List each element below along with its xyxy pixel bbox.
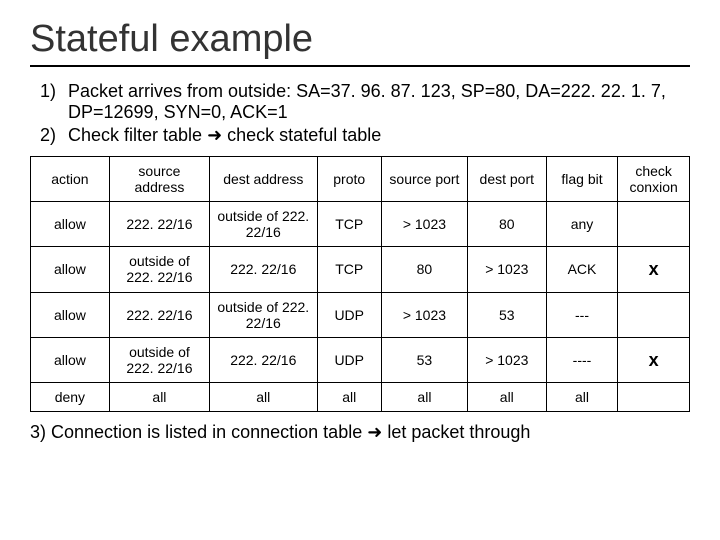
- th-dest-address: dest address: [210, 157, 317, 202]
- cell-daddr: outside of 222. 22/16: [210, 292, 317, 337]
- cell-saddr: 222. 22/16: [109, 202, 209, 247]
- filter-table: action source address dest address proto…: [30, 156, 690, 412]
- slide-title: Stateful example: [30, 18, 690, 61]
- cell-daddr: outside of 222. 22/16: [210, 202, 317, 247]
- cell-sport: 80: [381, 247, 467, 292]
- th-flag-bit: flag bit: [546, 157, 618, 202]
- table-header-row: action source address dest address proto…: [31, 157, 690, 202]
- cell-flag: any: [546, 202, 618, 247]
- cell-flag: ACK: [546, 247, 618, 292]
- cell-check: [618, 202, 690, 247]
- cell-daddr: all: [210, 382, 317, 411]
- cell-check: [618, 382, 690, 411]
- cell-flag: all: [546, 382, 618, 411]
- footer-text: 3) Connection is listed in connection ta…: [30, 422, 690, 443]
- cell-action: allow: [31, 202, 110, 247]
- footer-pre: Connection is listed in connection table: [46, 422, 367, 442]
- cell-action: allow: [31, 247, 110, 292]
- th-proto: proto: [317, 157, 381, 202]
- list-text-post: check stateful table: [222, 125, 381, 145]
- cell-proto: all: [317, 382, 381, 411]
- cell-proto: UDP: [317, 292, 381, 337]
- cell-action: allow: [31, 292, 110, 337]
- footer-number: 3): [30, 422, 46, 442]
- arrow-icon: ➜: [367, 422, 382, 442]
- cell-proto: TCP: [317, 247, 381, 292]
- th-dest-port: dest port: [467, 157, 546, 202]
- title-underline: [30, 65, 690, 67]
- cell-dport: > 1023: [467, 337, 546, 382]
- list-number: 1): [40, 81, 68, 123]
- arrow-icon: ➜: [207, 125, 222, 145]
- table-row: allow 222. 22/16 outside of 222. 22/16 U…: [31, 292, 690, 337]
- list-number: 2): [40, 125, 68, 146]
- cell-check: x: [618, 247, 690, 292]
- list-text: Packet arrives from outside: SA=37. 96. …: [68, 81, 690, 123]
- cell-dport: 53: [467, 292, 546, 337]
- cell-sport: > 1023: [381, 292, 467, 337]
- list-item: 2) Check filter table ➜ check stateful t…: [40, 125, 690, 146]
- cell-saddr: outside of 222. 22/16: [109, 247, 209, 292]
- cell-saddr: all: [109, 382, 209, 411]
- cell-dport: > 1023: [467, 247, 546, 292]
- cell-action: deny: [31, 382, 110, 411]
- cell-dport: all: [467, 382, 546, 411]
- cell-proto: UDP: [317, 337, 381, 382]
- th-check-conxion: check conxion: [618, 157, 690, 202]
- th-source-port: source port: [381, 157, 467, 202]
- cell-flag: ----: [546, 337, 618, 382]
- table-row: allow outside of 222. 22/16 222. 22/16 T…: [31, 247, 690, 292]
- cell-dport: 80: [467, 202, 546, 247]
- table-row: deny all all all all all all: [31, 382, 690, 411]
- list-text-pre: Check filter table: [68, 125, 207, 145]
- cell-sport: > 1023: [381, 202, 467, 247]
- list-item: 1) Packet arrives from outside: SA=37. 9…: [40, 81, 690, 123]
- th-source-address: source address: [109, 157, 209, 202]
- cell-saddr: outside of 222. 22/16: [109, 337, 209, 382]
- cell-proto: TCP: [317, 202, 381, 247]
- cell-action: allow: [31, 337, 110, 382]
- cell-check: x: [618, 337, 690, 382]
- list-text: Check filter table ➜ check stateful tabl…: [68, 125, 690, 146]
- cell-saddr: 222. 22/16: [109, 292, 209, 337]
- cell-flag: ---: [546, 292, 618, 337]
- th-action: action: [31, 157, 110, 202]
- cell-check: [618, 292, 690, 337]
- cell-sport: 53: [381, 337, 467, 382]
- table-row: allow outside of 222. 22/16 222. 22/16 U…: [31, 337, 690, 382]
- footer-post: let packet through: [382, 422, 530, 442]
- cell-daddr: 222. 22/16: [210, 247, 317, 292]
- cell-sport: all: [381, 382, 467, 411]
- cell-daddr: 222. 22/16: [210, 337, 317, 382]
- ordered-list: 1) Packet arrives from outside: SA=37. 9…: [30, 81, 690, 146]
- table-row: allow 222. 22/16 outside of 222. 22/16 T…: [31, 202, 690, 247]
